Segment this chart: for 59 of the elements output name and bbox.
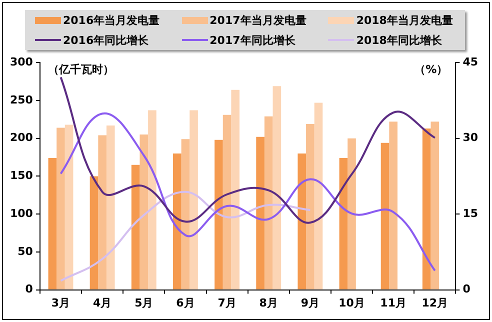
bar bbox=[90, 176, 98, 290]
bar bbox=[172, 153, 182, 290]
line-series bbox=[60, 76, 436, 224]
legend-label: 2017年同比增长 bbox=[210, 32, 296, 48]
legend-label: 2018年当月发电量 bbox=[356, 12, 453, 28]
x-tick-label: 6月 bbox=[176, 296, 195, 310]
bar bbox=[181, 139, 190, 290]
bar bbox=[64, 124, 74, 290]
bar bbox=[214, 140, 223, 290]
y2-axis-title: （%） bbox=[414, 62, 448, 76]
y2-tick-label: 0 bbox=[462, 282, 471, 296]
bar bbox=[314, 102, 323, 290]
y2-tick-label: 30 bbox=[462, 131, 478, 144]
y-axis-title: （亿千瓦时） bbox=[48, 62, 114, 76]
legend-label: 2017年当月发电量 bbox=[210, 12, 306, 28]
y-tick-label: 200 bbox=[10, 131, 34, 144]
bar bbox=[272, 86, 282, 290]
y2-tick-label: 15 bbox=[462, 206, 478, 220]
legend-label: 2016年同比增长 bbox=[63, 32, 149, 48]
y-tick-label: 250 bbox=[10, 93, 34, 106]
x-tick-label: 5月 bbox=[134, 296, 154, 310]
x-tick-label: 9月 bbox=[300, 296, 320, 310]
bar bbox=[422, 128, 431, 290]
y-tick-label: 150 bbox=[10, 169, 34, 182]
bar bbox=[106, 125, 115, 290]
x-tick-label: 12月 bbox=[422, 296, 448, 310]
bar bbox=[222, 114, 232, 290]
x-tick-label: 7月 bbox=[218, 296, 236, 310]
x-tick-label: 10月 bbox=[338, 296, 365, 310]
y-tick-label: 300 bbox=[10, 55, 34, 68]
x-tick-label: 11月 bbox=[380, 296, 406, 310]
x-tick-label: 4月 bbox=[92, 296, 112, 310]
y-tick-label: 0 bbox=[25, 282, 34, 296]
legend-label: 2018年同比增长 bbox=[356, 32, 442, 48]
bar bbox=[339, 158, 348, 290]
y-tick-label: 100 bbox=[10, 206, 34, 220]
bar bbox=[256, 136, 264, 290]
bar bbox=[56, 128, 65, 290]
bar bbox=[430, 122, 440, 290]
legend-label: 2016年当月发电量 bbox=[63, 12, 160, 28]
bar bbox=[231, 90, 240, 290]
x-tick-label: 8月 bbox=[259, 296, 278, 310]
line-series bbox=[60, 112, 436, 272]
bar bbox=[264, 116, 273, 290]
bar bbox=[48, 158, 57, 290]
bar bbox=[306, 124, 314, 290]
bar bbox=[389, 122, 398, 290]
bar bbox=[148, 110, 156, 290]
bar bbox=[131, 164, 140, 290]
bar bbox=[190, 110, 198, 290]
bar bbox=[140, 134, 148, 290]
bar bbox=[298, 153, 306, 290]
x-tick-label: 3月 bbox=[51, 296, 70, 310]
y2-tick-label: 45 bbox=[462, 55, 478, 68]
y-tick-label: 50 bbox=[18, 244, 34, 258]
bar bbox=[348, 138, 356, 290]
bar bbox=[98, 135, 106, 290]
line-series bbox=[60, 190, 312, 282]
bar bbox=[380, 142, 390, 290]
